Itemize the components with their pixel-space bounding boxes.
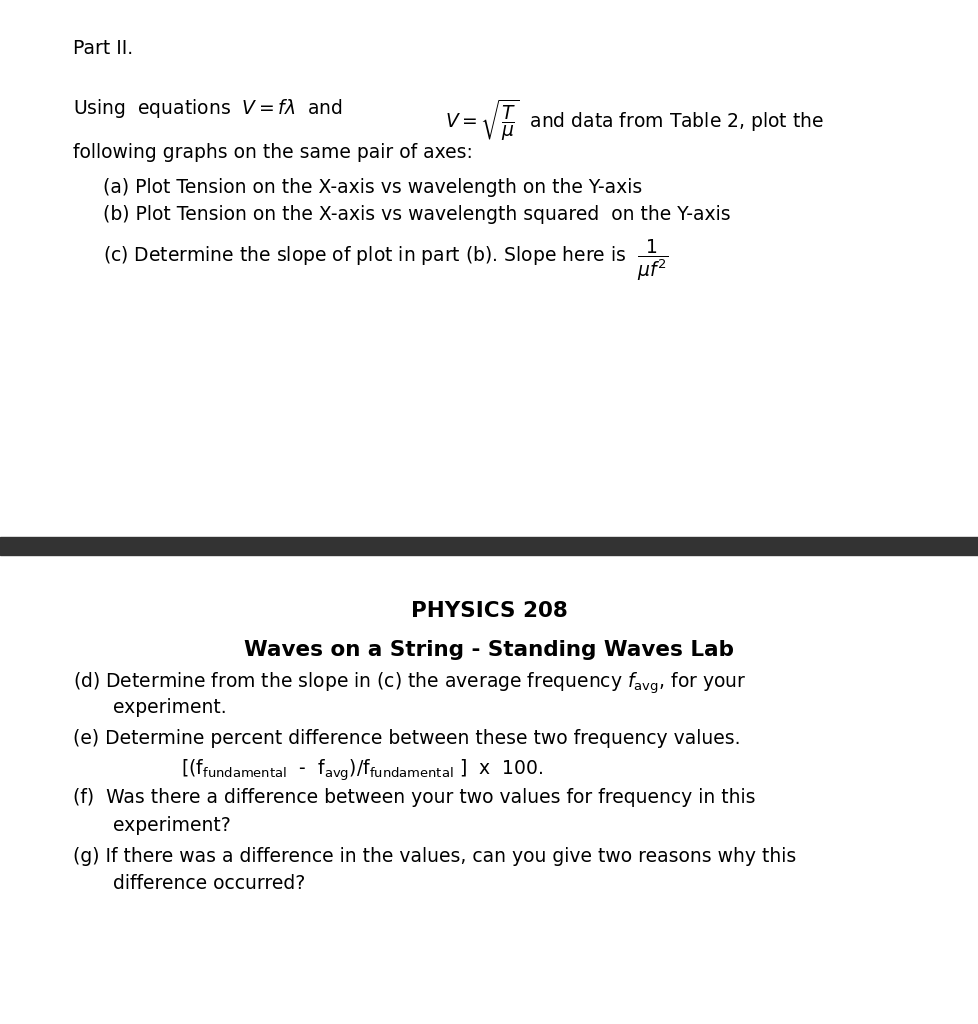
Text: $[(\mathrm{f}_{\mathrm{fundamental}}$  -  $\mathrm{f}_{\mathrm{avg}})/\mathrm{f}: $[(\mathrm{f}_{\mathrm{fundamental}}$ - … [181, 758, 543, 783]
Text: (d) Determine from the slope in (c) the average frequency $f_{\mathrm{avg}}$, fo: (d) Determine from the slope in (c) the … [73, 671, 746, 696]
Text: Waves on a String - Standing Waves Lab: Waves on a String - Standing Waves Lab [244, 640, 734, 660]
Text: (c) Determine the slope of plot in part (b). Slope here is  $\dfrac{1}{\mu f^2}$: (c) Determine the slope of plot in part … [103, 238, 667, 283]
Text: difference occurred?: difference occurred? [112, 874, 304, 894]
Text: Using  equations  $V = f\lambda$  and: Using equations $V = f\lambda$ and [73, 97, 343, 120]
Bar [0, 537, 978, 555]
Text: (f)  Was there a difference between your two values for frequency in this: (f) Was there a difference between your … [73, 788, 755, 808]
Text: (e) Determine percent difference between these two frequency values.: (e) Determine percent difference between… [73, 729, 740, 749]
Text: following graphs on the same pair of axes:: following graphs on the same pair of axe… [73, 143, 472, 163]
Text: (g) If there was a difference in the values, can you give two reasons why this: (g) If there was a difference in the val… [73, 847, 796, 866]
Text: PHYSICS 208: PHYSICS 208 [411, 601, 567, 622]
Text: experiment?: experiment? [112, 816, 230, 836]
Text: $V = \sqrt{\dfrac{T}{\mu}}$  and data from Table 2, plot the: $V = \sqrt{\dfrac{T}{\mu}}$ and data fro… [445, 97, 823, 142]
Text: (a) Plot Tension on the X-axis vs wavelength on the Y-axis: (a) Plot Tension on the X-axis vs wavele… [103, 178, 642, 198]
Text: experiment.: experiment. [112, 698, 226, 718]
Text: (b) Plot Tension on the X-axis vs wavelength squared  on the Y-axis: (b) Plot Tension on the X-axis vs wavele… [103, 205, 730, 224]
Text: Part II.: Part II. [73, 39, 133, 58]
